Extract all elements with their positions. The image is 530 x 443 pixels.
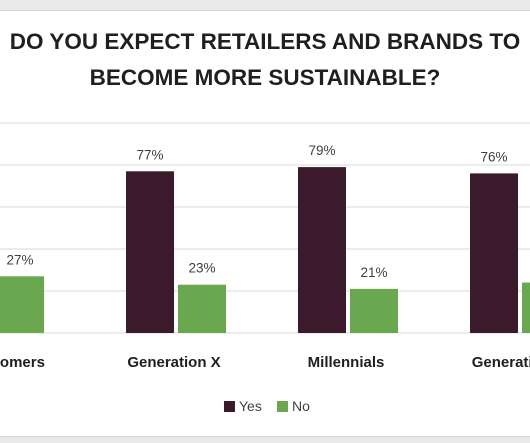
- bar-millennials-no: [350, 288, 398, 333]
- data-label-generation-z-yes: 76%: [480, 149, 507, 164]
- data-labels: 73%27%77%23%79%21%76%24%: [6, 143, 507, 280]
- chart-card: DO YOU EXPECT RETAILERS AND BRANDS TO BE…: [0, 10, 530, 437]
- legend: Yes No: [224, 398, 310, 414]
- bar-generation-x-yes: [126, 171, 174, 333]
- bar-millennials-yes: [298, 167, 346, 333]
- gridlines: [0, 122, 530, 334]
- bar-baby-boomers-no: [0, 276, 44, 333]
- bar-generation-z-yes: [470, 173, 518, 333]
- category-label-generation-x: Generation X: [127, 354, 220, 371]
- legend-label-yes: Yes: [239, 398, 262, 414]
- sustainability-bar-chart: DO YOU EXPECT RETAILERS AND BRANDS TO BE…: [0, 29, 530, 414]
- category-label-millennials: Millennials: [308, 354, 385, 371]
- bar-generation-z-no: [522, 282, 530, 333]
- data-label-generation-x-no: 23%: [188, 261, 215, 276]
- data-label-baby-boomers-no: 27%: [6, 252, 33, 267]
- chart-title-line-2: BECOME MORE SUSTAINABLE?: [90, 65, 441, 90]
- legend-swatch-yes: [224, 401, 235, 412]
- category-label-baby-boomers: Baby Boomers: [0, 354, 45, 371]
- data-label-generation-x-yes: 77%: [136, 147, 163, 162]
- category-labels: Baby Boomers Generation X Millennials Gener…: [0, 354, 530, 371]
- data-label-millennials-yes: 79%: [308, 143, 335, 158]
- category-label-generation-z: Generation Z: [472, 354, 530, 371]
- bars: [0, 167, 530, 333]
- legend-swatch-no: [277, 401, 288, 412]
- chart-title-line-1: DO YOU EXPECT RETAILERS AND BRANDS TO: [10, 29, 520, 54]
- bar-generation-x-no: [178, 284, 226, 333]
- legend-label-no: No: [292, 398, 310, 414]
- data-label-millennials-no: 21%: [360, 265, 387, 280]
